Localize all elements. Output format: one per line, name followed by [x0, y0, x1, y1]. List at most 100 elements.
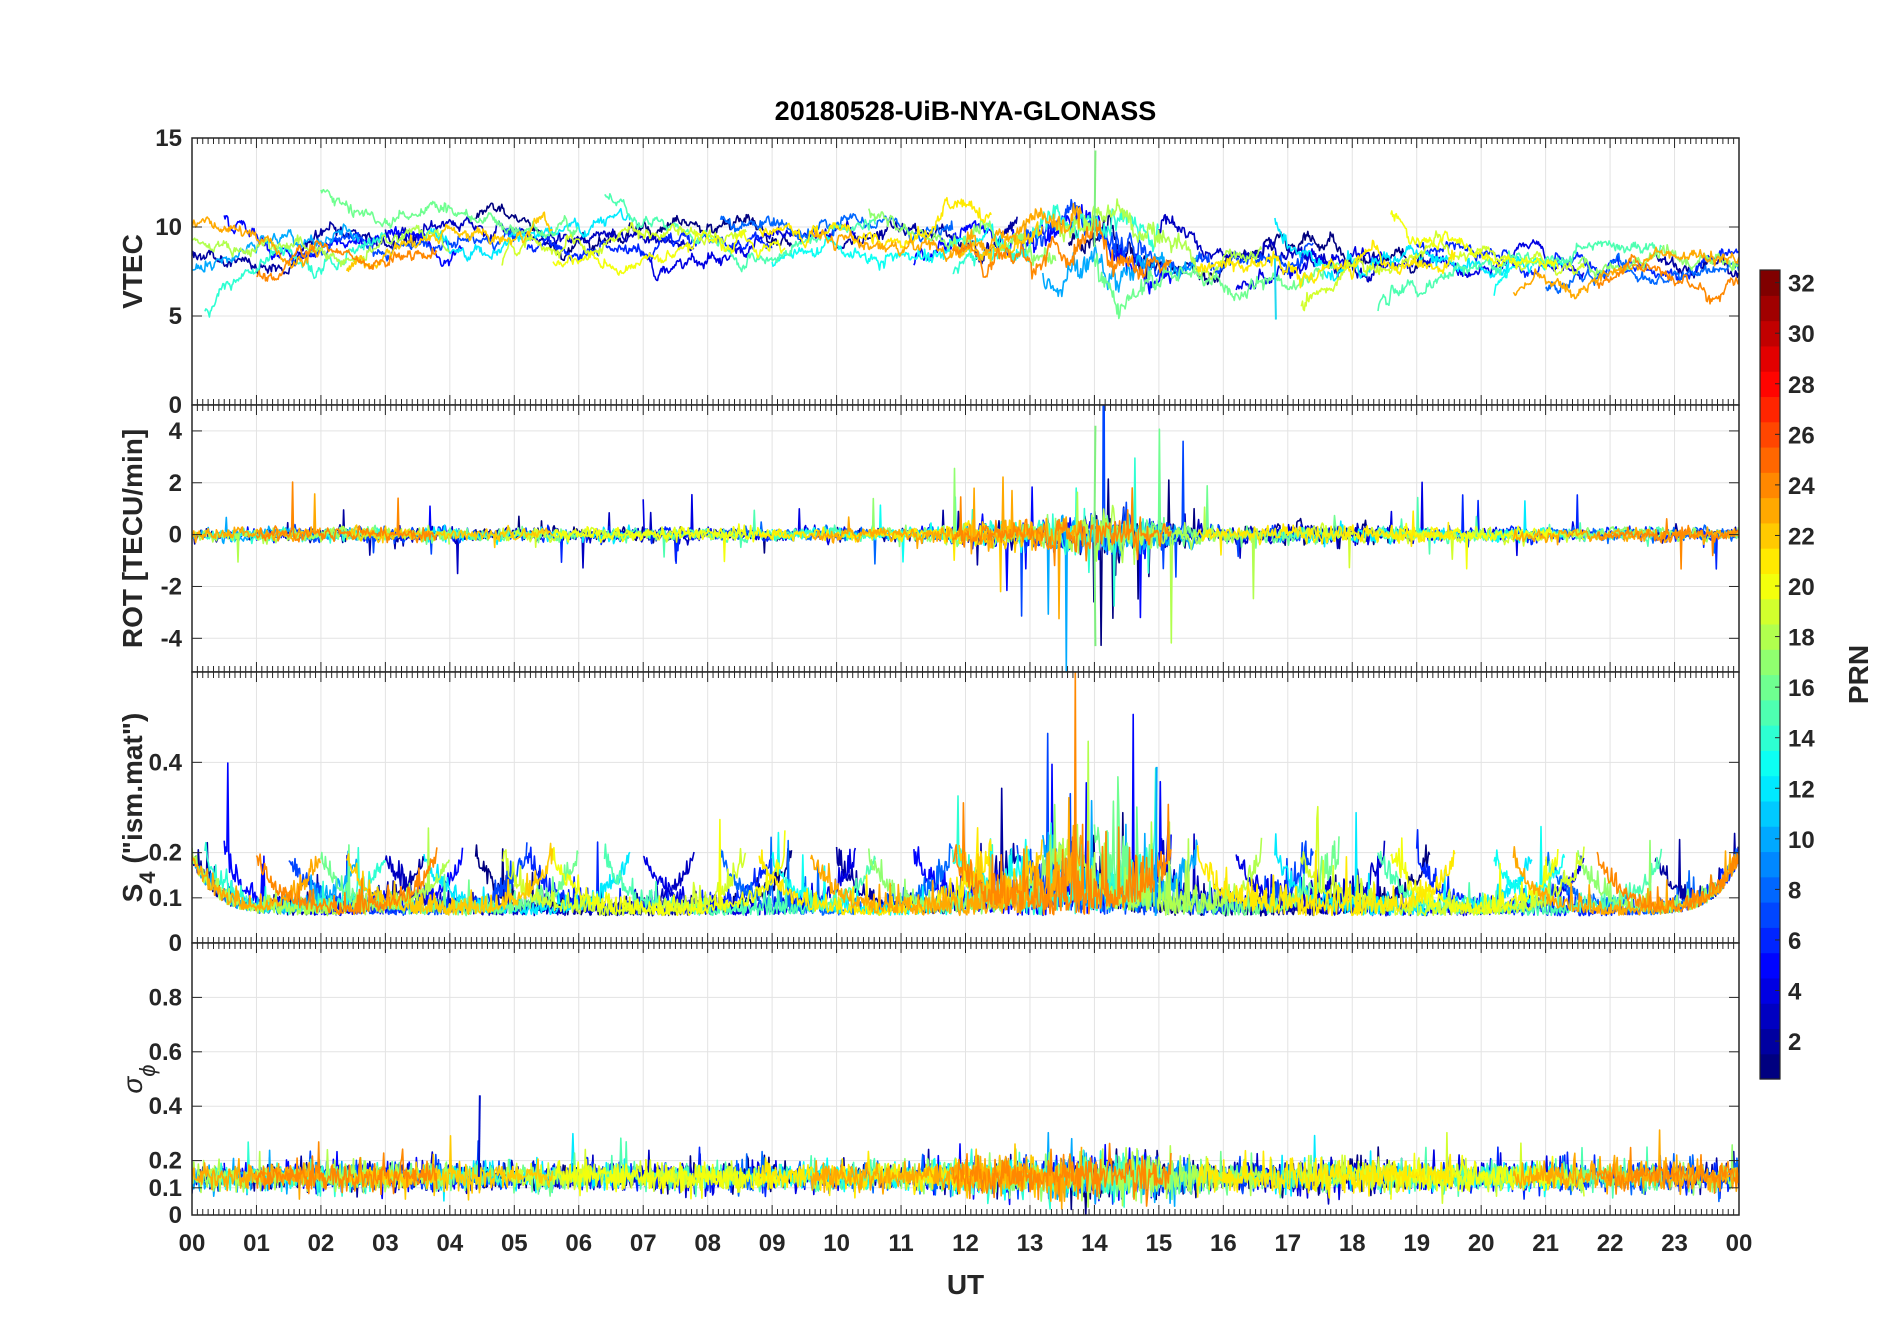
x-tick-label: 05	[501, 1230, 528, 1257]
series-line-prn-24	[1596, 253, 1739, 305]
x-tick-label: 14	[1081, 1230, 1108, 1257]
x-tick-label: 12	[952, 1230, 979, 1257]
series-line-prn-22	[345, 524, 554, 549]
y-tick-label: 0.1	[149, 885, 182, 912]
y-axis-title-main: σ	[117, 1076, 148, 1094]
colorbar-tick-label: 18	[1788, 625, 1815, 652]
series-line-prn-16	[320, 188, 579, 239]
series-line-prn-19	[501, 526, 747, 549]
panel-rot: -4 -2 0 2 4 ROT [TECU/min]	[117, 404, 1740, 673]
y-tick-label: 2	[169, 470, 182, 497]
x-tick-label: 22	[1597, 1230, 1624, 1257]
y-axis-title-subscript: 4	[135, 871, 160, 884]
panel-vtec: 0 5 10 15 VTEC	[117, 125, 1740, 419]
colorbar-band	[1760, 1053, 1780, 1080]
colorbar-tick-label: 8	[1788, 877, 1801, 904]
colorbar-tick-label: 4	[1788, 979, 1802, 1006]
series-line-prn-24	[255, 481, 438, 544]
series-line-prn-18	[1054, 198, 1263, 281]
colorbar-tick-label: 26	[1788, 422, 1815, 449]
series-line-prn-13	[1493, 825, 1566, 904]
trough-spike	[1093, 534, 1097, 647]
x-ticks	[191, 672, 1740, 943]
colorbar-band	[1760, 1003, 1780, 1030]
y-tick-label: 0.2	[149, 1148, 182, 1175]
colorbar-band	[1760, 725, 1780, 751]
series-line-prn-20	[1390, 1152, 1559, 1200]
y-axis-title-rest: ("ism.mat")	[117, 713, 148, 872]
colorbar-band	[1760, 699, 1780, 726]
series-line-prn-18	[1054, 1145, 1263, 1208]
x-tick-label: 23	[1661, 1230, 1688, 1257]
y-tick-label: 0.6	[149, 1039, 182, 1066]
colorbar-band	[1760, 927, 1780, 954]
series-line-prn-24	[1596, 517, 1739, 570]
colorbar-band	[1760, 623, 1780, 650]
colorbar-frame	[1759, 269, 1781, 1080]
y-axis-title-subscript: ϕ	[135, 1064, 160, 1076]
series-line-prn-19	[1300, 230, 1585, 312]
x-tick-label: 16	[1210, 1230, 1237, 1257]
series-line-prn-20	[552, 818, 786, 917]
x-ticks	[191, 405, 1740, 672]
series-line-prn-22	[958, 221, 1043, 264]
series-line-prn-24	[951, 217, 1172, 280]
series-line-prn-22	[345, 842, 554, 916]
colorbar-tick-label: 16	[1788, 675, 1815, 702]
colorbar-band	[1760, 522, 1780, 549]
series-group	[192, 405, 1739, 672]
series-line-prn-15	[1377, 240, 1663, 312]
x-tick-label: 10	[823, 1230, 850, 1257]
colorbar-band	[1760, 548, 1780, 574]
x-tick-label: 07	[630, 1230, 657, 1257]
colorbar-band	[1760, 320, 1780, 347]
series-line-prn-20	[552, 229, 786, 276]
y-tick-label: 4	[169, 418, 183, 445]
x-ticks	[191, 943, 1740, 1215]
colorbar-tick-label: 24	[1788, 473, 1815, 500]
colorbar-band	[1760, 472, 1780, 499]
series-line-prn-20	[552, 523, 786, 563]
series-line-prn-24	[951, 1142, 1172, 1207]
x-tick-label: 06	[565, 1230, 592, 1257]
y-axis-title-sigma_phi: σϕ	[117, 1064, 160, 1093]
x-tick-label: 21	[1532, 1230, 1559, 1257]
series-line-prn-10	[192, 223, 360, 273]
series-line-prn-23	[1512, 246, 1739, 300]
x-tick-label: 11	[888, 1230, 913, 1257]
colorbar-label: PRN	[1843, 645, 1874, 704]
colorbar-band	[1760, 371, 1780, 398]
x-tick-label: 15	[1146, 1230, 1173, 1257]
y-tick-label: 0.8	[149, 984, 182, 1011]
x-tick-label: 20	[1468, 1230, 1495, 1257]
series-line-prn-24	[952, 672, 1172, 916]
colorbar-band	[1760, 876, 1780, 903]
peak-spike	[1093, 150, 1097, 248]
colorbar-tick-label: 20	[1788, 574, 1815, 601]
x-tick-label: 09	[759, 1230, 786, 1257]
series-line-prn-23	[192, 216, 321, 269]
peak-spike	[1154, 766, 1158, 916]
colorbar-tick-label: 10	[1788, 827, 1815, 854]
series-line-prn-24	[256, 240, 438, 282]
x-tick-labels: 00 01 02 03 04 05 06 07 08 09 10 11 12 13 14 15 16 17 18 19…	[179, 1230, 1753, 1257]
y-tick-label: 0.4	[149, 1093, 183, 1120]
y-tick-label: 0.4	[149, 749, 183, 776]
y-axis-title-s4: S4 ("ism.mat")	[117, 713, 160, 903]
colorbar-band	[1760, 977, 1780, 1004]
series-line-prn-12	[1274, 217, 1533, 282]
series-group	[192, 1129, 1739, 1215]
x-tick-label: 01	[243, 1230, 270, 1257]
series-line-prn-24	[951, 487, 1172, 567]
series-line-prn-21	[1196, 1149, 1456, 1199]
y-tick-label: 5	[169, 303, 182, 330]
series-line-prn-23	[810, 796, 1083, 917]
series-line-prn-2	[192, 221, 424, 275]
colorbar-band	[1760, 952, 1780, 979]
series-line-prn-19	[1299, 805, 1585, 917]
colorbar-tick-label: 28	[1788, 372, 1815, 399]
x-tick-label: 03	[372, 1230, 399, 1257]
colorbar-tick-label: 32	[1788, 271, 1815, 298]
